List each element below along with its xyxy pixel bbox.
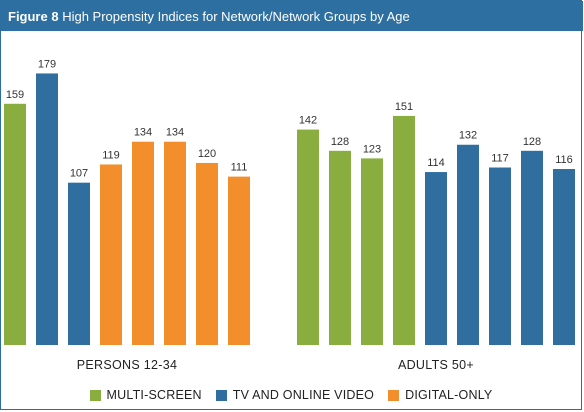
bar: [393, 115, 415, 345]
bar: [457, 144, 479, 345]
data-label: 179: [38, 58, 56, 70]
data-label: 159: [6, 89, 24, 101]
bar: [521, 150, 543, 345]
legend-label: TV AND ONLINE VIDEO: [232, 388, 375, 402]
data-label: 117: [491, 153, 509, 165]
group-label: PERSONS 12-34: [77, 358, 177, 372]
data-label: 134: [166, 127, 184, 139]
data-label: 114: [427, 157, 445, 169]
figure-label: Figure 8: [8, 9, 59, 24]
bar: [100, 164, 122, 345]
bar: [489, 167, 511, 345]
bar: [361, 158, 383, 345]
bar-group: 142 128 123 151 114 132 117 128 116 ADULTS 50+: [297, 101, 575, 372]
chart-legend: MULTI-SCREEN TV AND ONLINE VIDEO DIGITAL-O…: [0, 384, 582, 406]
data-label: 116: [555, 154, 573, 166]
bar: [4, 103, 26, 345]
data-label: 134: [134, 127, 152, 139]
data-label: 142: [299, 115, 317, 127]
bar: [329, 150, 351, 345]
figure-title: High Propensity Indices for Network/Netw…: [62, 9, 410, 24]
group-label: ADULTS 50+: [398, 358, 474, 372]
data-label: 120: [198, 148, 216, 160]
data-label: 123: [363, 143, 381, 155]
data-label: 151: [395, 101, 413, 113]
data-label: 128: [523, 136, 541, 148]
bar: [164, 141, 186, 345]
bar: [132, 141, 154, 345]
bar: [553, 169, 575, 345]
bar: [425, 172, 447, 345]
figure-header: Figure 8 High Propensity Indices for Net…: [1, 1, 583, 31]
legend-swatch: [89, 389, 101, 401]
legend-swatch: [388, 389, 400, 401]
legend-label: DIGITAL-ONLY: [405, 388, 493, 402]
bar-group: 159 179 107 119 134 134 120 111 PERSONS 12-34: [4, 58, 250, 372]
data-label: 107: [70, 168, 88, 180]
legend-label: MULTI-SCREEN: [106, 388, 202, 402]
legend-swatch: [215, 389, 227, 401]
data-label: 132: [459, 130, 477, 142]
bar: [297, 129, 319, 345]
data-label: 119: [102, 149, 120, 161]
bar: [36, 73, 58, 345]
legend-item: TV AND ONLINE VIDEO: [215, 388, 375, 402]
legend-item: MULTI-SCREEN: [89, 388, 202, 402]
data-label: 128: [331, 136, 349, 148]
legend-item: DIGITAL-ONLY: [388, 388, 492, 402]
bar: [196, 162, 218, 345]
bar: [68, 182, 90, 345]
data-label: 111: [231, 162, 248, 174]
bar-chart: 159 179 107 119 134 134 120 111 PERSONS 12-34 142…: [4, 58, 575, 372]
bar: [228, 176, 250, 345]
